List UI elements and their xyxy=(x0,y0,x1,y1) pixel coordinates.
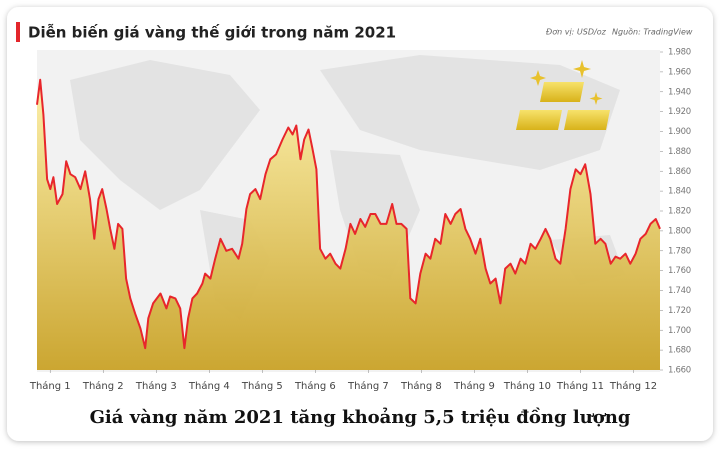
y-tick-label: 1.860 xyxy=(668,167,691,177)
y-tick-label: 1.880 xyxy=(668,147,691,157)
y-tick-label: 1.800 xyxy=(668,226,691,236)
x-tick-label: Tháng 4 xyxy=(188,380,230,392)
y-tick-label: 1.960 xyxy=(668,67,691,77)
y-tick-label: 1.780 xyxy=(668,246,691,256)
x-tick-label: Tháng 6 xyxy=(294,380,336,392)
y-tick-label: 1.680 xyxy=(668,346,691,356)
gold-bars xyxy=(516,60,610,130)
x-tick-label: Tháng 7 xyxy=(347,380,389,392)
y-tick-label: 1.700 xyxy=(668,326,691,336)
y-tick-label: 1.920 xyxy=(668,107,691,117)
x-tick-label: Tháng 8 xyxy=(400,380,442,392)
y-tick-label: 1.840 xyxy=(668,187,691,197)
y-tick-label: 1.660 xyxy=(668,366,691,376)
y-tick-label: 1.980 xyxy=(668,48,691,58)
y-tick-label: 1.940 xyxy=(668,87,691,97)
title-accent xyxy=(16,22,20,42)
x-tick-label: Tháng 11 xyxy=(556,380,604,392)
x-tick-label: Tháng 1 xyxy=(29,380,71,392)
y-tick-label: 1.760 xyxy=(668,266,691,276)
x-tick-label: Tháng 5 xyxy=(241,380,283,392)
plot-area: 1.660 1.680 1.700 1.720 1.740 1.760 1.780 1.800… xyxy=(29,48,691,393)
y-tick-label: 1.740 xyxy=(668,286,691,296)
x-tick-label: Tháng 10 xyxy=(503,380,551,392)
x-tick-label: Tháng 3 xyxy=(135,380,177,392)
area xyxy=(37,79,660,371)
caption: Giá vàng năm 2021 tăng khoảng 5,5 triệu … xyxy=(90,406,631,428)
x-tick-label: Tháng 12 xyxy=(609,380,657,392)
y-tick-label: 1.900 xyxy=(668,127,691,137)
line xyxy=(36,78,661,350)
x-tick-label: Tháng 9 xyxy=(453,380,495,392)
unit-note: Đơn vị: USD/oz xyxy=(546,28,607,37)
source-note: Nguồn: TradingView xyxy=(612,27,693,37)
chart-title: Diễn biến giá vàng thế giới trong năm 20… xyxy=(28,23,396,42)
x-tick-label: Tháng 2 xyxy=(82,380,124,392)
y-tick-label: 1.720 xyxy=(668,306,691,316)
y-tick-label: 1.820 xyxy=(668,207,691,217)
